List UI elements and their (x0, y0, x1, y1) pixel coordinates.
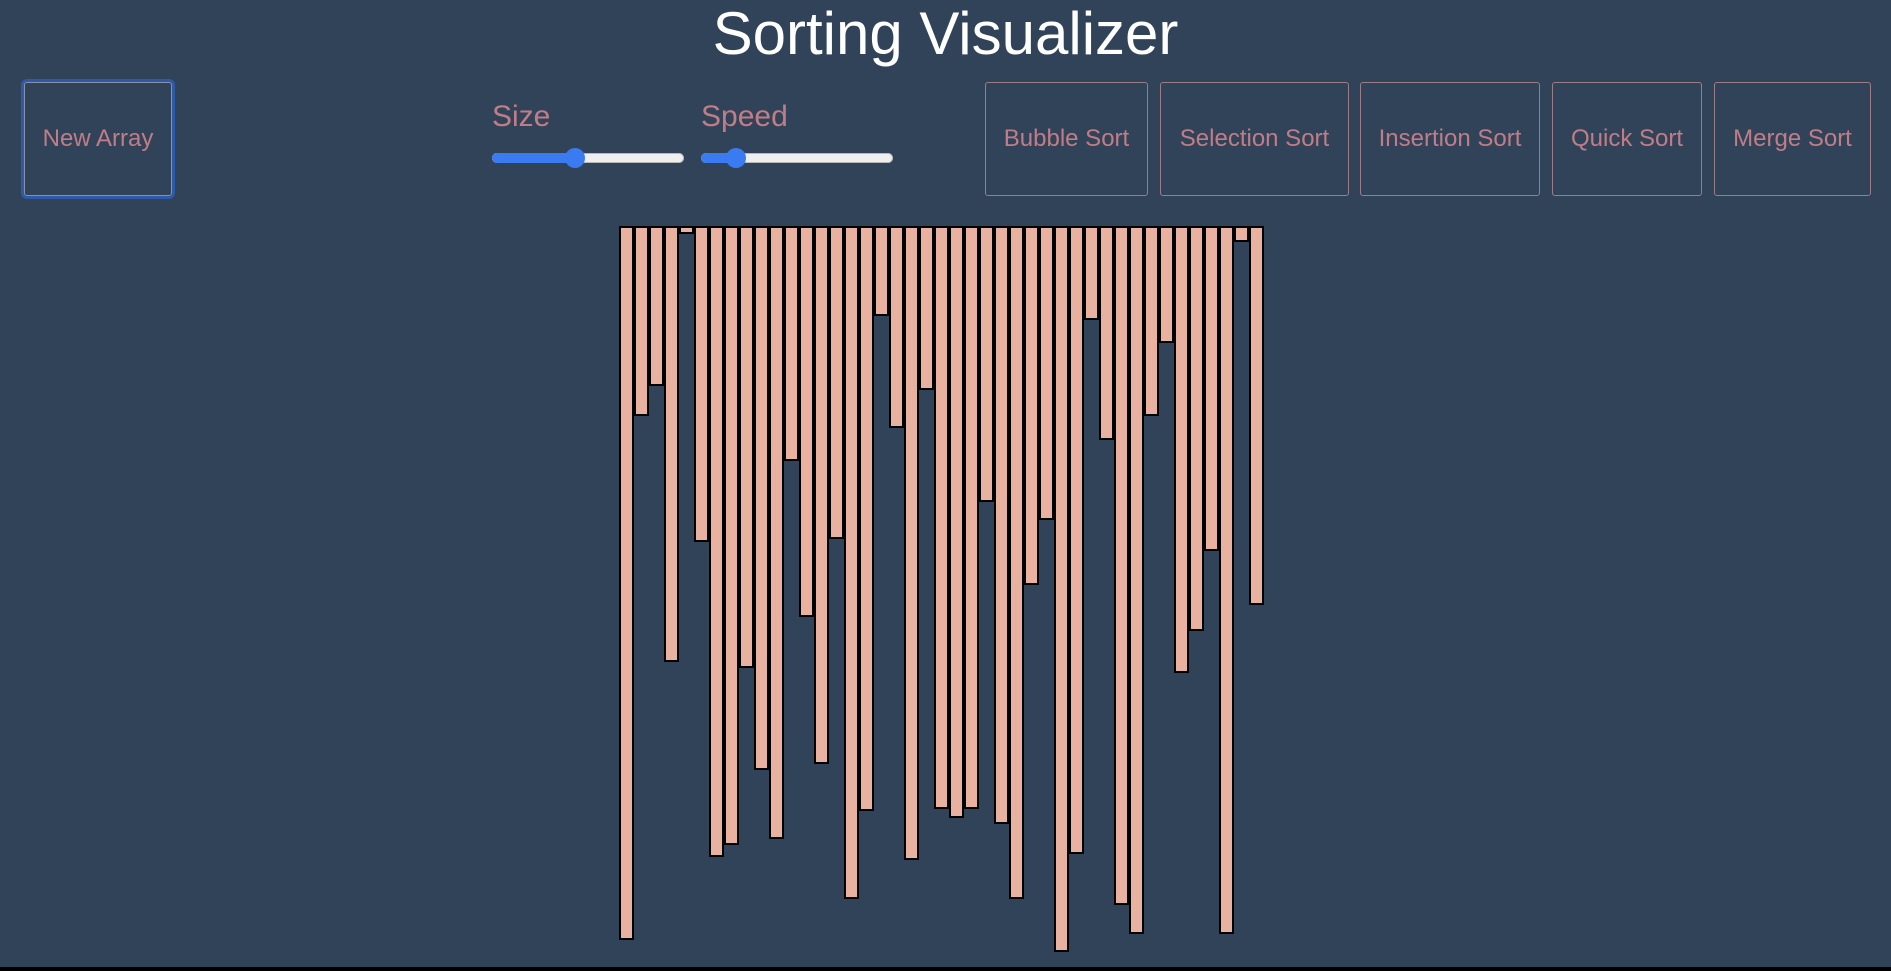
array-bar (1114, 226, 1129, 905)
array-bar (1084, 226, 1099, 320)
array-bar (1144, 226, 1159, 416)
array-bar (874, 226, 889, 316)
array-bar (769, 226, 784, 839)
merge-sort-button[interactable]: Merge Sort (1714, 82, 1871, 196)
speed-slider-fill (701, 153, 736, 163)
array-bar (754, 226, 769, 770)
array-bar (994, 226, 1009, 824)
array-bar (1249, 226, 1264, 605)
array-bar (904, 226, 919, 860)
array-bar (934, 226, 949, 809)
array-bar (1039, 226, 1054, 520)
array-bar (679, 226, 694, 234)
page-title: Sorting Visualizer (712, 0, 1179, 67)
selection-sort-button[interactable]: Selection Sort (1160, 82, 1349, 196)
array-bar (1174, 226, 1189, 673)
array-bar (1189, 226, 1204, 631)
array-bar (1204, 226, 1219, 551)
array-bar (1054, 226, 1069, 952)
array-bar (1129, 226, 1144, 934)
array-bar (964, 226, 979, 809)
array-bar (919, 226, 934, 390)
array-bar (1159, 226, 1174, 343)
bubble-sort-button[interactable]: Bubble Sort (985, 82, 1148, 196)
new-array-button[interactable]: New Array (24, 82, 172, 196)
array-bar (784, 226, 799, 461)
array-bar (619, 226, 634, 940)
array-bar (724, 226, 739, 845)
quick-sort-button[interactable]: Quick Sort (1552, 82, 1702, 196)
speed-label: Speed (701, 100, 788, 133)
size-slider[interactable] (492, 148, 684, 168)
size-slider-thumb[interactable] (564, 148, 585, 168)
array-bar (739, 226, 754, 668)
array-bar (1099, 226, 1114, 440)
array-bar (1009, 226, 1024, 899)
size-label: Size (492, 100, 551, 133)
array-bar (814, 226, 829, 764)
array-bar (1069, 226, 1084, 854)
array-bar (1219, 226, 1234, 934)
insertion-sort-button[interactable]: Insertion Sort (1360, 82, 1540, 196)
array-bar (664, 226, 679, 662)
size-slider-fill (492, 153, 575, 163)
array-bar (889, 226, 904, 428)
array-bar (979, 226, 994, 502)
bottom-border (0, 967, 1891, 971)
array-bar (649, 226, 664, 386)
array-bar (634, 226, 649, 416)
array-bar (844, 226, 859, 899)
speed-slider-thumb[interactable] (725, 148, 746, 168)
array-bar (799, 226, 814, 617)
array-bar (859, 226, 874, 811)
array-bar (709, 226, 724, 857)
array-bar (829, 226, 844, 539)
array-bar (1234, 226, 1249, 242)
array-bar (1024, 226, 1039, 585)
array-bar (949, 226, 964, 818)
speed-slider-track (701, 153, 893, 163)
size-slider-track (492, 153, 684, 163)
speed-slider[interactable] (701, 148, 893, 168)
array-bar (694, 226, 709, 542)
